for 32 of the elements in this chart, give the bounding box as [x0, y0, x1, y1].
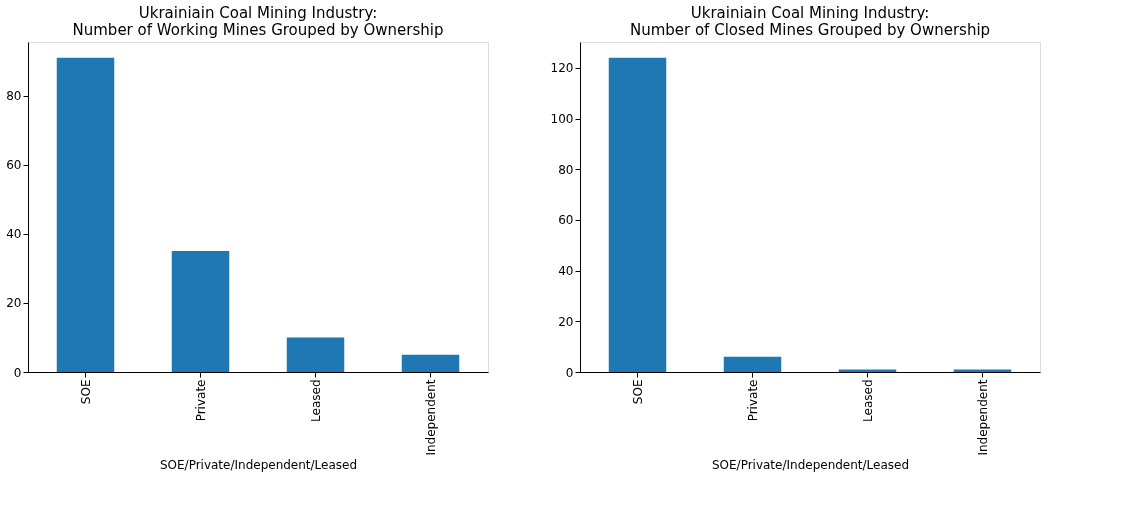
y-tick-label: 120 — [550, 61, 574, 76]
bar — [608, 57, 667, 372]
y-tick-label: 80 — [558, 162, 574, 177]
x-tick-label: SOE — [630, 379, 645, 405]
chart-title: Ukrainiain Coal Mining Industry: Number of Closed Mines Grouped by Ownership — [629, 4, 991, 39]
bar — [838, 369, 897, 372]
chart-title: Ukrainiain Coal Mining Industry: Number of Working Mines Grouped by Ownership — [72, 4, 444, 39]
bar — [953, 369, 1012, 372]
bar — [56, 57, 115, 372]
y-tick-label: 80 — [6, 89, 22, 104]
y-tick-label: 20 — [558, 314, 574, 329]
x-tick-label: Independent — [423, 379, 438, 456]
y-tick-label: 40 — [558, 264, 574, 279]
bar — [171, 251, 230, 372]
y-tick-label: 60 — [558, 213, 574, 228]
y-tick-label: 20 — [6, 296, 22, 311]
x-tick-label: SOE — [78, 379, 93, 405]
x-tick-label: Private — [745, 379, 760, 422]
y-tick-label: 60 — [6, 158, 22, 173]
y-tick-label: 0 — [13, 365, 22, 380]
y-tick-label: 0 — [565, 365, 574, 380]
x-tick-label: Leased — [308, 379, 323, 422]
y-tick-label: 40 — [6, 227, 22, 242]
bar — [401, 354, 460, 372]
x-tick-label: Leased — [860, 379, 875, 422]
y-tick-label: 100 — [550, 112, 574, 127]
bar — [286, 337, 345, 372]
bar — [723, 356, 782, 372]
x-tick-label: Independent — [975, 379, 990, 456]
x-tick-label: Private — [193, 379, 208, 422]
x-axis-title: SOE/Private/Independent/Leased — [711, 457, 910, 472]
x-axis-title: SOE/Private/Independent/Leased — [159, 457, 358, 472]
